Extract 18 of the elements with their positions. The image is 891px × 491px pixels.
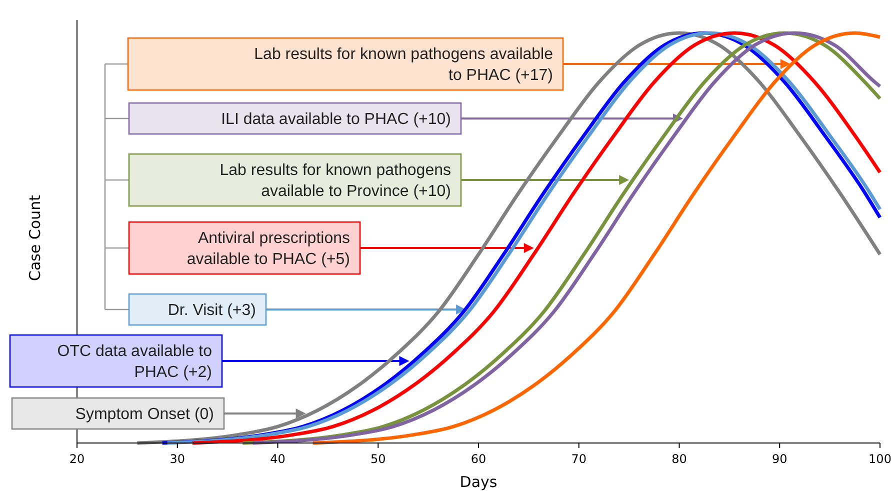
x-tick-label: 100 [868, 452, 891, 466]
x-tick-label: 30 [170, 452, 186, 466]
text: Dr. Visit (+3) [168, 302, 256, 319]
text: OTC data available to PHAC (+2) [57, 343, 212, 381]
x-tick-label: 70 [571, 452, 587, 466]
x-tick-label: 60 [470, 452, 486, 466]
x-axis-title: Days [460, 473, 498, 491]
y-axis-title: Case Count [26, 194, 44, 282]
text: ILI data available to PHAC (+10) [221, 111, 451, 128]
text: Antiviral prescriptions available to PHAC (+5) [186, 230, 350, 268]
legend-label: Symptom Onset (0) [75, 406, 214, 423]
x-tick-label: 80 [672, 452, 687, 466]
x-tick-label: 40 [270, 452, 286, 466]
text: Lab results for known pathogens available to PHAC (+17) [254, 46, 554, 84]
x-tick-label: 50 [370, 452, 386, 466]
x-tick-label: 90 [772, 452, 788, 466]
x-tick-label: 20 [69, 452, 85, 466]
text: Lab results for known pathogens available to Province (+10) [220, 162, 451, 200]
